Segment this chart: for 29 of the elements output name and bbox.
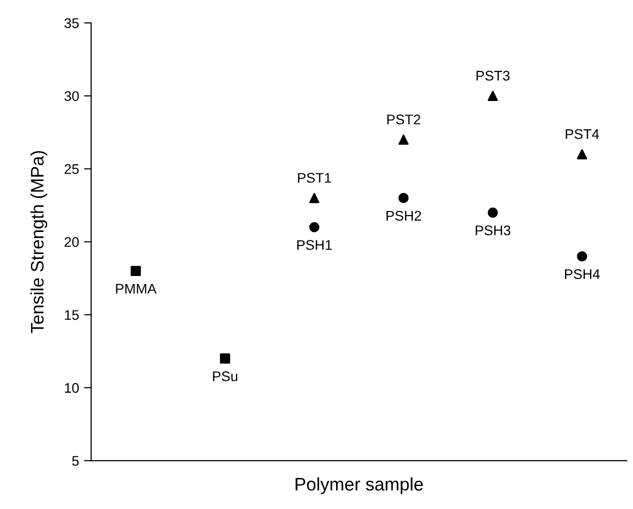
point [576, 251, 588, 262]
point [309, 222, 320, 232]
y-tick-label: 25 [64, 164, 79, 174]
y-tick-label: 20 [64, 237, 79, 247]
y-tick-label: 10 [64, 383, 79, 393]
annotation: PSH2 [386, 210, 421, 221]
point [488, 208, 498, 218]
x-axis-title: Polymer sample [296, 477, 423, 494]
point [398, 134, 409, 145]
annotation: PST4 [566, 129, 600, 139]
annotation: PST2 [387, 114, 420, 124]
point [398, 192, 409, 204]
annotation: PMMA [116, 284, 157, 294]
y-tick-label: 30 [64, 91, 79, 102]
y-axis-title: Tensile Strength (MPa) [30, 151, 48, 334]
annotation: PSH4 [565, 269, 600, 280]
y-tick-label: 5 [72, 456, 79, 466]
annotation: PST1 [298, 172, 331, 183]
point [576, 149, 588, 160]
annotation: PSu [213, 371, 238, 382]
annotation: PST3 [476, 70, 510, 81]
point [220, 353, 230, 364]
annotation: PSH1 [297, 240, 332, 250]
point [130, 266, 141, 276]
point [488, 90, 498, 101]
point [309, 192, 320, 204]
y-tick-label: 15 [64, 310, 79, 320]
y-tick-label: 35 [64, 18, 79, 28]
annotation: PSH3 [476, 225, 510, 236]
